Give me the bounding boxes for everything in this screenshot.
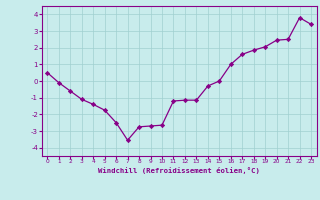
X-axis label: Windchill (Refroidissement éolien,°C): Windchill (Refroidissement éolien,°C) <box>98 167 260 174</box>
